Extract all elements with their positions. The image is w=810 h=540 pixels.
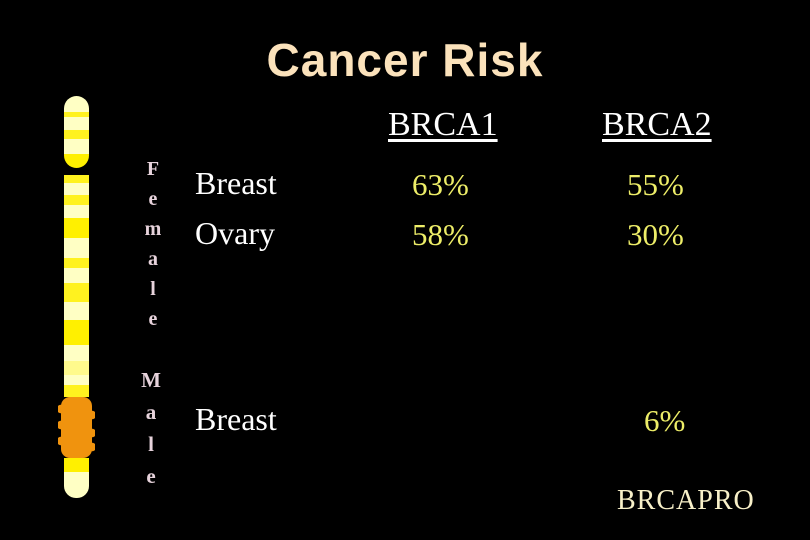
row-label-female-breast: Breast (195, 165, 277, 201)
value-female-breast-brca1: 63% (412, 167, 469, 202)
group-label-female: Female (142, 158, 164, 338)
column-header-brca1: BRCA1 (388, 106, 498, 143)
value-male-breast-brca2: 6% (644, 403, 686, 438)
chromosome-orange-knob (58, 397, 95, 458)
slide-title: Cancer Risk (266, 34, 544, 86)
value-female-ovary-brca2: 30% (627, 217, 684, 252)
value-female-ovary-brca1: 58% (412, 217, 469, 252)
row-label-male-breast: Breast (195, 401, 277, 437)
value-female-breast-brca2: 55% (627, 167, 684, 202)
row-label-female-ovary: Ovary (195, 215, 275, 251)
column-header-brca2: BRCA2 (602, 106, 712, 143)
chromosome-p-arm (64, 96, 89, 168)
chromosome-bottom-tip (64, 458, 89, 498)
chromosome-q-arm (64, 175, 89, 397)
group-label-male: Male (139, 368, 163, 496)
footer-brcapro-label: BRCAPRO (617, 485, 755, 516)
